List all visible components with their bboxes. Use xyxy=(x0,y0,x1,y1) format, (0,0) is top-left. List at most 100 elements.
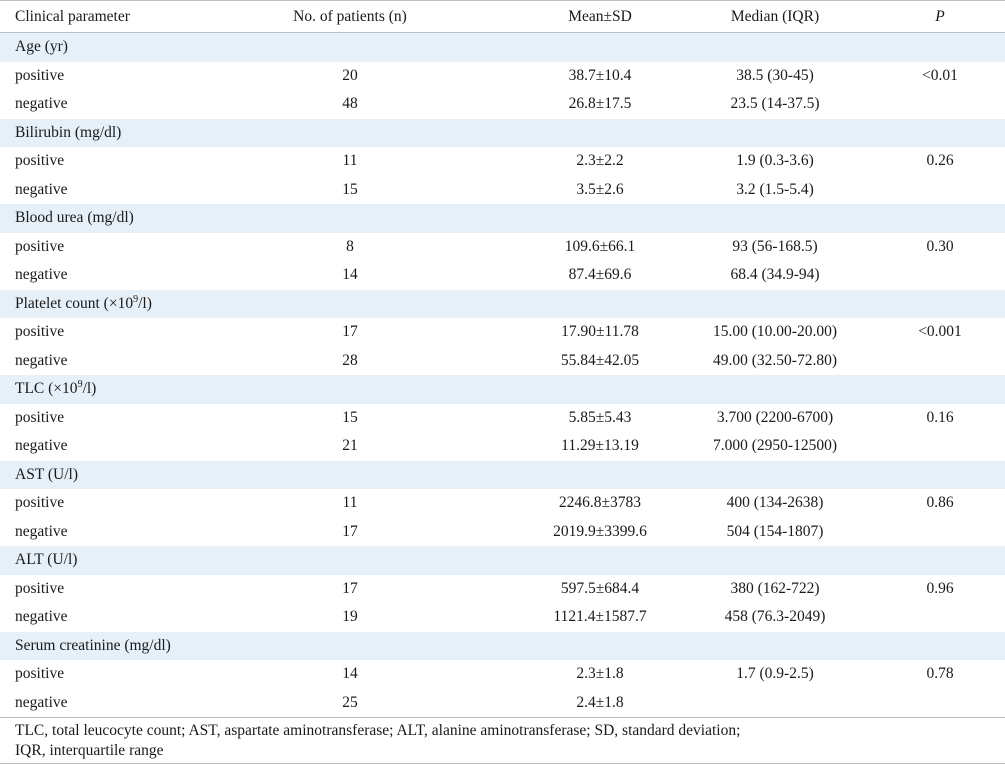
footnote-line-2: IQR, interquartile range xyxy=(15,742,164,759)
group-title-prefix: Platelet count (×10 xyxy=(15,294,134,312)
table-row: negative 48 26.8±17.5 23.5 (14-37.5) xyxy=(0,90,1005,119)
median-iqr-value: 23.5 (14-37.5) xyxy=(730,95,820,113)
footnote-line-1: TLC, total leucocyte count; AST, asparta… xyxy=(15,722,741,739)
group-row: Platelet count (×109/l) xyxy=(0,289,1005,318)
group-title-superscript: 9 xyxy=(133,293,139,305)
table-row: positive 20 38.7±10.4 38.5 (30-45) <0.01 xyxy=(0,62,1005,91)
mean-sd-value: 2.3±1.8 xyxy=(576,665,624,683)
median-iqr-value: 380 (162-722) xyxy=(730,579,820,597)
mean-sd-value: 11.29±13.19 xyxy=(561,437,639,455)
table-row: positive 17 17.90±11.78 15.00 (10.00-20.00)… xyxy=(0,318,1005,347)
p-value: <0.01 xyxy=(922,66,958,84)
row-label: negative xyxy=(15,351,68,369)
table-row: negative 25 2.4±1.8 xyxy=(0,689,1005,718)
patients-count: 25 xyxy=(342,693,358,711)
mean-sd-value: 55.84±42.05 xyxy=(560,351,640,369)
patients-count: 14 xyxy=(342,266,358,284)
group-title-suffix: /l) xyxy=(138,294,152,312)
table-row: positive 15 5.85±5.43 3.700 (2200-6700) 0.16 xyxy=(0,404,1005,433)
table-row: positive 11 2246.8±3783 400 (134-2638) 0.86 xyxy=(0,489,1005,518)
header-no-of-patients: No. of patients (n) xyxy=(293,7,407,25)
header-p-value: P xyxy=(935,7,945,25)
group-title: TLC (×109/l) xyxy=(0,380,1005,398)
group-row: Bilirubin (mg/dl) xyxy=(0,118,1005,147)
row-label: negative xyxy=(15,95,68,113)
p-value: 0.86 xyxy=(926,494,954,512)
mean-sd-value: 2.3±2.2 xyxy=(576,152,624,170)
group-title: Bilirubin (mg/dl) xyxy=(15,123,122,141)
row-label: positive xyxy=(15,66,65,84)
group-row: AST (U/l) xyxy=(0,460,1005,489)
group-row: TLC (×109/l) xyxy=(0,375,1005,404)
mean-sd-value: 597.5±684.4 xyxy=(560,579,640,597)
header-median-iqr: Median (IQR) xyxy=(730,7,820,25)
row-label: negative xyxy=(15,180,68,198)
median-iqr-value: 1.9 (0.3-3.6) xyxy=(736,152,814,170)
group-title-prefix: TLC (×10 xyxy=(15,380,78,398)
table-body: Age (yr) positive 20 38.7±10.4 38.5 (30-45) <… xyxy=(0,33,1005,717)
table-row: negative 19 1121.4±1587.7 458 (76.3-2049) xyxy=(0,603,1005,632)
mean-sd-value: 2246.8±3783 xyxy=(558,494,642,512)
row-label: negative xyxy=(15,266,68,284)
row-label: negative xyxy=(15,608,68,626)
table-row: negative 28 55.84±42.05 49.00 (32.50-72.80) xyxy=(0,347,1005,376)
p-value: 0.30 xyxy=(926,237,954,255)
row-label: negative xyxy=(15,522,68,540)
mean-sd-value: 2019.9±3399.6 xyxy=(553,522,647,540)
row-label: negative xyxy=(15,437,68,455)
patients-count: 15 xyxy=(342,180,358,198)
table-row: negative 15 3.5±2.6 3.2 (1.5-5.4) xyxy=(0,176,1005,205)
mean-sd-value: 17.90±11.78 xyxy=(561,323,639,341)
patients-count: 17 xyxy=(342,522,358,540)
median-iqr-value: 93 (56-168.5) xyxy=(732,237,818,255)
median-iqr-value: 400 (134-2638) xyxy=(726,494,824,512)
patients-count: 17 xyxy=(342,323,358,341)
table-footnote: TLC, total leucocyte count; AST, asparta… xyxy=(0,717,1005,764)
patients-count: 14 xyxy=(342,665,358,683)
median-iqr-value: 15.00 (10.00-20.00) xyxy=(713,323,837,341)
median-iqr-value: 38.5 (30-45) xyxy=(736,66,814,84)
patients-count: 28 xyxy=(342,351,358,369)
median-iqr-value: 7.000 (2950-12500) xyxy=(713,437,837,455)
mean-sd-value: 1121.4±1587.7 xyxy=(553,608,647,626)
group-row: Age (yr) xyxy=(0,33,1005,62)
row-label: positive xyxy=(15,494,65,512)
group-row: ALT (U/l) xyxy=(0,546,1005,575)
table-row: positive 17 597.5±684.4 380 (162-722) 0.96 xyxy=(0,575,1005,604)
row-label: positive xyxy=(15,579,65,597)
group-title: Age (yr) xyxy=(15,38,68,56)
p-value: 0.78 xyxy=(926,665,954,683)
patients-count: 48 xyxy=(342,95,358,113)
row-label: positive xyxy=(15,323,65,341)
row-label: positive xyxy=(15,237,65,255)
mean-sd-value: 2.4±1.8 xyxy=(576,693,624,711)
table-row: negative 21 11.29±13.19 7.000 (2950-12500) xyxy=(0,432,1005,461)
patients-count: 19 xyxy=(342,608,358,626)
median-iqr-value: 458 (76.3-2049) xyxy=(724,608,826,626)
patients-count: 21 xyxy=(342,437,358,455)
row-label: negative xyxy=(15,693,68,711)
median-iqr-value: 3.2 (1.5-5.4) xyxy=(736,180,814,198)
group-row: Serum creatinine (mg/dl) xyxy=(0,631,1005,660)
header-clinical-parameter: Clinical parameter xyxy=(15,7,130,25)
table-row: positive 11 2.3±2.2 1.9 (0.3-3.6) 0.26 xyxy=(0,147,1005,176)
median-iqr-value: 68.4 (34.9-94) xyxy=(730,266,820,284)
group-title: Platelet count (×109/l) xyxy=(0,293,1005,313)
median-iqr-value: 3.700 (2200-6700) xyxy=(716,408,834,426)
patients-count: 17 xyxy=(342,579,358,597)
row-label: positive xyxy=(15,408,65,426)
group-row: Blood urea (mg/dl) xyxy=(0,204,1005,233)
table-row: positive 8 109.6±66.1 93 (56-168.5) 0.30 xyxy=(0,233,1005,262)
patients-count: 11 xyxy=(342,494,358,512)
group-title: Serum creatinine (mg/dl) xyxy=(15,636,171,654)
patients-count: 20 xyxy=(342,66,358,84)
p-value: <0.001 xyxy=(918,323,962,341)
median-iqr-value: 49.00 (32.50-72.80) xyxy=(713,351,837,369)
table-header: Clinical parameter No. of patients (n) M… xyxy=(0,0,1005,33)
mean-sd-value: 3.5±2.6 xyxy=(576,180,624,198)
mean-sd-value: 87.4±69.6 xyxy=(568,266,632,284)
mean-sd-value: 26.8±17.5 xyxy=(568,95,632,113)
p-value: 0.16 xyxy=(926,408,954,426)
row-label: positive xyxy=(15,665,65,683)
